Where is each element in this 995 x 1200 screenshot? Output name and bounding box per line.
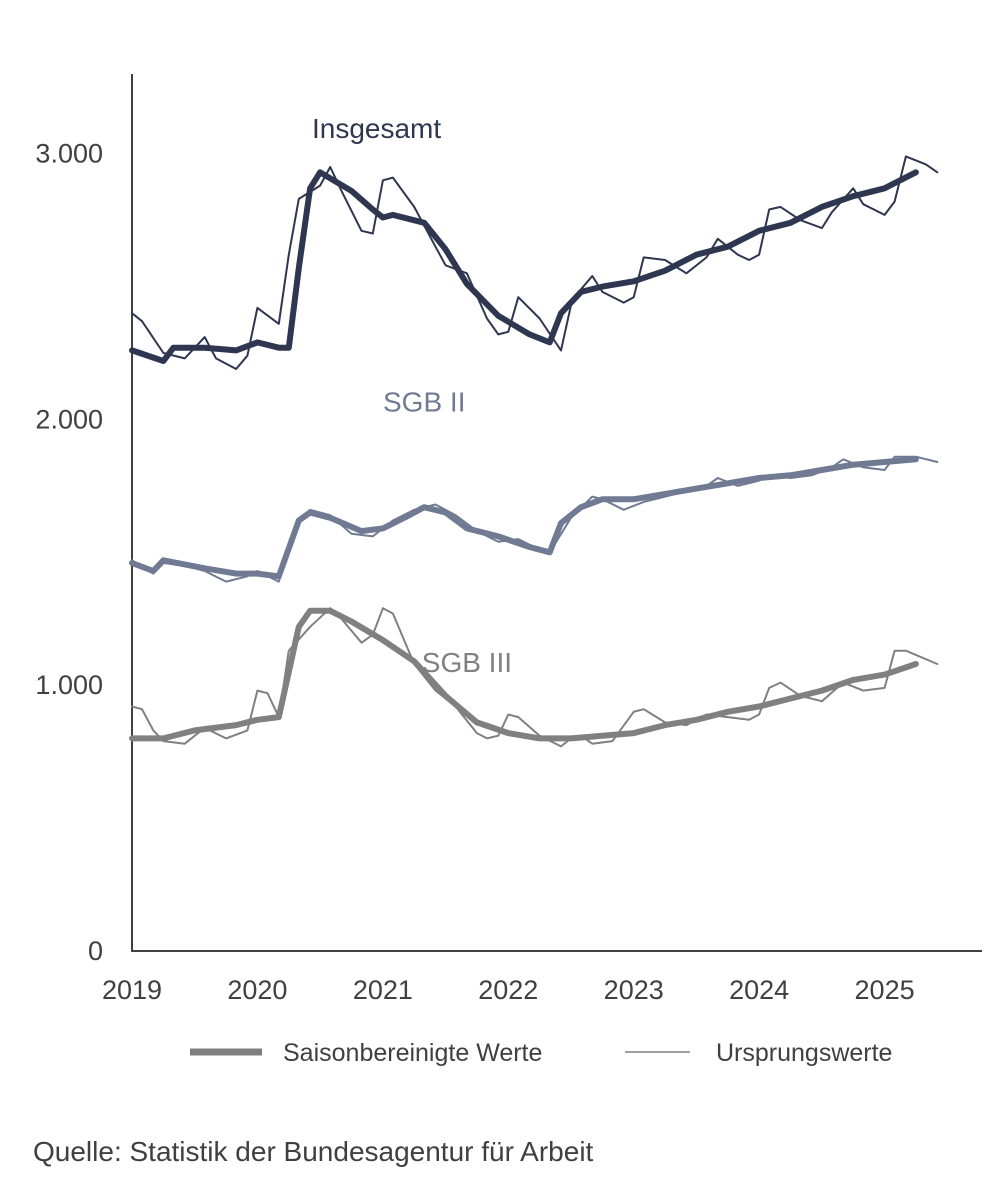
x-tick-label: 2023 xyxy=(604,975,664,1005)
series-label-sgb-iii: SGB III xyxy=(422,647,512,678)
y-tick-labels: 0 1.000 2.000 3.000 xyxy=(35,139,103,966)
series-label-sgb-ii: SGB II xyxy=(383,387,465,418)
x-tick-label: 2021 xyxy=(353,975,413,1005)
series-line-original-sgb-iii xyxy=(131,607,939,748)
series-line-seasonal-sgb-iii xyxy=(129,607,919,742)
legend: Saisonbereinigte Werte Ursprungswerte xyxy=(190,1039,892,1067)
legend-label-original: Ursprungswerte xyxy=(716,1039,892,1067)
y-tick-label: 2.000 xyxy=(35,404,103,434)
source-note: Quelle: Statistik der Bundesagentur für … xyxy=(33,1136,594,1167)
x-tick-label: 2022 xyxy=(478,975,538,1005)
series-layer: Insgesamt SGB II SGB III xyxy=(129,113,939,748)
x-tick-label: 2025 xyxy=(855,975,915,1005)
x-tick-labels: 2019 2020 2021 2022 2023 2024 2025 xyxy=(102,975,915,1005)
legend-label-seasonal: Saisonbereinigte Werte xyxy=(283,1039,542,1067)
series-label-insgesamt: Insgesamt xyxy=(312,113,441,144)
y-tick-label: 0 xyxy=(88,936,103,966)
x-tick-label: 2020 xyxy=(227,975,287,1005)
y-tick-label: 3.000 xyxy=(35,139,103,169)
y-tick-label: 1.000 xyxy=(35,670,103,700)
x-tick-label: 2019 xyxy=(102,975,162,1005)
x-tick-label: 2024 xyxy=(729,975,789,1005)
series-line-seasonal-insgesamt xyxy=(129,169,919,364)
series-line-seasonal-sgb-ii xyxy=(129,456,919,580)
series-line-original-sgb-ii xyxy=(131,455,939,583)
